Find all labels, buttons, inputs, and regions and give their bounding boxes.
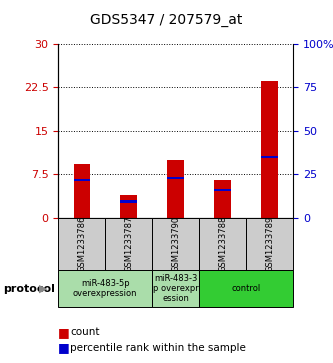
FancyBboxPatch shape: [152, 218, 199, 270]
Text: miR-483-3
p overexpr
ession: miR-483-3 p overexpr ession: [153, 274, 198, 303]
Text: percentile rank within the sample: percentile rank within the sample: [70, 343, 246, 353]
FancyBboxPatch shape: [246, 218, 293, 270]
Text: control: control: [231, 284, 261, 293]
Text: count: count: [70, 327, 100, 337]
Text: GSM1233788: GSM1233788: [218, 216, 227, 272]
Text: ■: ■: [58, 326, 70, 339]
Text: GDS5347 / 207579_at: GDS5347 / 207579_at: [90, 13, 243, 27]
Bar: [214, 189, 231, 191]
Text: GSM1233786: GSM1233786: [77, 216, 86, 272]
FancyBboxPatch shape: [199, 218, 246, 270]
Text: GSM1233787: GSM1233787: [124, 216, 133, 272]
Text: GSM1233790: GSM1233790: [171, 216, 180, 272]
FancyBboxPatch shape: [58, 218, 105, 270]
Text: protocol: protocol: [3, 284, 55, 294]
Bar: [74, 179, 90, 181]
Bar: [121, 195, 137, 218]
Bar: [74, 164, 90, 218]
Text: miR-483-5p
overexpression: miR-483-5p overexpression: [73, 279, 138, 298]
FancyBboxPatch shape: [58, 270, 152, 307]
Text: ▶: ▶: [39, 284, 48, 294]
FancyBboxPatch shape: [199, 270, 293, 307]
Bar: [214, 180, 231, 218]
Bar: [261, 81, 278, 218]
Bar: [167, 160, 184, 218]
Bar: [167, 177, 184, 179]
FancyBboxPatch shape: [152, 270, 199, 307]
FancyBboxPatch shape: [105, 218, 152, 270]
Bar: [121, 200, 137, 203]
Bar: [261, 156, 278, 158]
Text: GSM1233789: GSM1233789: [265, 216, 274, 272]
Text: ■: ■: [58, 341, 70, 354]
